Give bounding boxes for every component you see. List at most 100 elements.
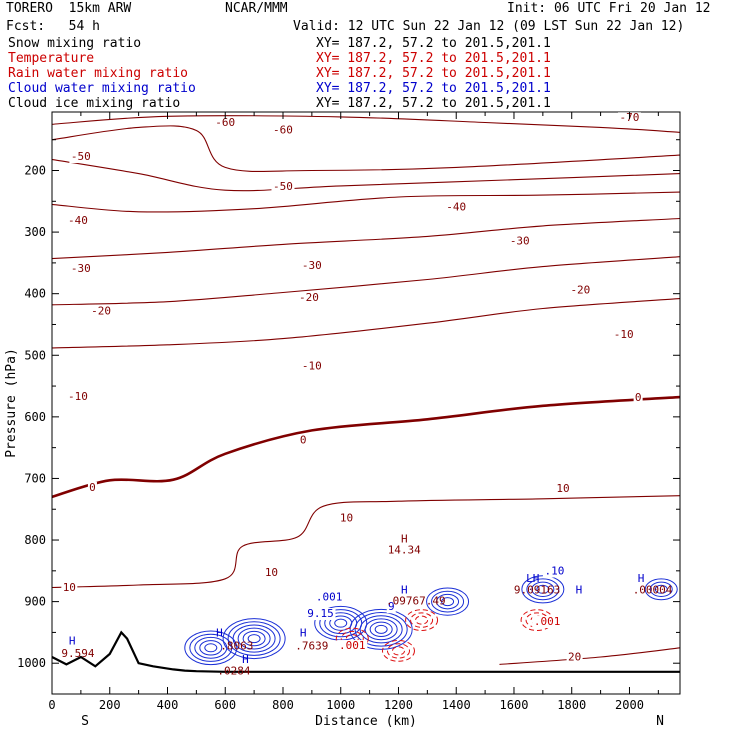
cloud-water-label-3-bg xyxy=(386,601,396,614)
cloud-water-ring-3-2 xyxy=(364,618,398,641)
rain-ring-9-2 xyxy=(405,609,439,631)
model-title: TORERO 15km ARW xyxy=(6,1,132,16)
cloud-water-label-1: 9.15 xyxy=(307,607,334,620)
isotherm-label-20-bg xyxy=(263,566,280,579)
max-label-5: .8063 xyxy=(220,640,253,653)
isotherm-label-12: -20 xyxy=(570,284,590,297)
y-tick-label-200: 200 xyxy=(24,164,46,178)
x-axis-title: Distance (km) xyxy=(315,714,417,729)
cloud-water-ring-3-0 xyxy=(374,624,388,634)
x-tick-label-1600: 1600 xyxy=(500,698,529,712)
isotherm-label-9-bg xyxy=(508,235,532,248)
isotherm-label-11-bg xyxy=(297,292,321,305)
max-label-0: H xyxy=(401,532,408,545)
max-label-15: H xyxy=(638,572,645,585)
isotherm-label-10: -20 xyxy=(91,305,111,318)
isotherm--40 xyxy=(51,191,681,213)
isotherm--30 xyxy=(51,217,681,260)
x-tick-label-1800: 1800 xyxy=(557,698,586,712)
isotherm-label-19-bg xyxy=(61,582,78,595)
isotherm-label-3: -50 xyxy=(71,150,91,163)
x-end-label-north: N xyxy=(656,714,664,729)
plot-frame xyxy=(51,111,681,695)
rain-ring-8-1 xyxy=(386,643,410,659)
cloud-water-ring-1-5 xyxy=(222,618,286,660)
center-title: NCAR/MMM xyxy=(225,1,288,16)
max-label-9: .0284 xyxy=(217,664,250,677)
cloud-water-ring-6-2 xyxy=(644,578,678,601)
cloud-water-ring-1-3 xyxy=(232,624,276,653)
isotherm-label-20: 10 xyxy=(265,566,278,579)
cloud-water-ring-4-0 xyxy=(441,597,455,607)
isotherm-label-4-bg xyxy=(271,181,295,194)
y-tick-label-700: 700 xyxy=(24,471,46,485)
field-xy-cloud-ice: XY= 187.2, 57.2 to 201.5,201.1 xyxy=(316,96,551,111)
cloud-water-label-0: .001 xyxy=(316,590,343,603)
isotherm-20 xyxy=(499,647,681,665)
max-label-4: H xyxy=(216,627,223,640)
max-label-14: 9.09163 xyxy=(514,584,560,597)
x-tick-label-2000: 2000 xyxy=(615,698,644,712)
rain-ring-9-1 xyxy=(410,612,434,628)
isotherm-label-17-bg xyxy=(298,434,308,447)
y-axis-title: Pressure (hPa) xyxy=(4,348,19,458)
isotherm-label-18-bg xyxy=(633,391,643,404)
isotherm-label-5: -40 xyxy=(68,214,88,227)
field-xy-cloud-water: XY= 187.2, 57.2 to 201.5,201.1 xyxy=(316,81,551,96)
isotherm-label-11: -20 xyxy=(299,291,319,304)
isotherm-label-4: -50 xyxy=(273,180,293,193)
x-tick-label-1000: 1000 xyxy=(326,698,355,712)
cloud-water-label-0-bg xyxy=(314,591,345,604)
cloud-water-ring-1-4 xyxy=(227,621,281,656)
cloud-water-ring-2-4 xyxy=(314,605,368,641)
rain-contour-label-0: .001 xyxy=(534,615,561,628)
isotherm-label-6: -40 xyxy=(446,201,466,214)
y-tick-label-300: 300 xyxy=(24,225,46,239)
max-label-11: .09767.49 xyxy=(386,595,446,608)
isotherm-label-18: 0 xyxy=(635,391,642,404)
isotherm-10 xyxy=(51,495,681,589)
cloud-water-ring-2-0 xyxy=(334,618,348,628)
isotherm--20 xyxy=(51,256,681,306)
cloud-water-ring-4-2 xyxy=(431,590,465,613)
cloud-water-label-2-bg xyxy=(542,565,566,578)
cloud-water-ring-5-2 xyxy=(526,578,560,601)
rain-ring-7-1 xyxy=(340,630,364,647)
isotherm-label-2-bg xyxy=(271,124,295,137)
isotherm-label-9: -30 xyxy=(510,234,530,247)
x-tick-label-0: 0 xyxy=(48,698,55,712)
x-tick-label-200: 200 xyxy=(99,698,121,712)
isotherm-label-14: -10 xyxy=(302,359,322,372)
isotherm-label-8-bg xyxy=(300,260,324,273)
cloud-water-ring-4-3 xyxy=(426,587,470,616)
isotherm-label-1-bg xyxy=(213,117,237,130)
cloud-water-label-3: 9 xyxy=(388,600,395,613)
field-xy-snow: XY= 187.2, 57.2 to 201.5,201.1 xyxy=(316,36,551,51)
isotherm-label-7-bg xyxy=(69,263,93,276)
cloud-water-ring-0-4 xyxy=(184,630,238,666)
cloud-water-ring-3-5 xyxy=(349,608,413,650)
isotherm-label-12-bg xyxy=(568,284,592,297)
field-label-snow: Snow mixing ratio xyxy=(8,36,142,51)
cloud-water-ring-3-4 xyxy=(354,612,408,647)
field-label-cloud-ice: Cloud ice mixing ratio xyxy=(8,96,181,111)
cloud-water-ring-1-1 xyxy=(242,630,266,647)
isotherm-label-1: -60 xyxy=(215,116,235,129)
isotherm-label-3-bg xyxy=(69,151,93,164)
cloud-water-ring-3-1 xyxy=(369,621,393,638)
isotherm-label-21-bg xyxy=(338,512,355,525)
x-tick-label-1200: 1200 xyxy=(384,698,413,712)
max-label-16: .00004 xyxy=(633,584,673,597)
isotherm-label-16-bg xyxy=(87,481,97,494)
field-xy-temperature: XY= 187.2, 57.2 to 201.5,201.1 xyxy=(316,51,551,66)
cloud-water-ring-1-0 xyxy=(247,634,261,644)
isotherm-label-22-bg xyxy=(555,482,572,495)
init-time: Init: 06 UTC Fri 20 Jan 12 xyxy=(507,1,711,16)
isotherm--50 xyxy=(51,158,681,192)
isotherm-label-6-bg xyxy=(444,201,468,214)
x-tick-label-800: 800 xyxy=(272,698,294,712)
isotherm-label-15: -10 xyxy=(614,328,634,341)
terrain-line xyxy=(51,630,680,673)
rain-contour-label-0-bg xyxy=(532,616,563,629)
